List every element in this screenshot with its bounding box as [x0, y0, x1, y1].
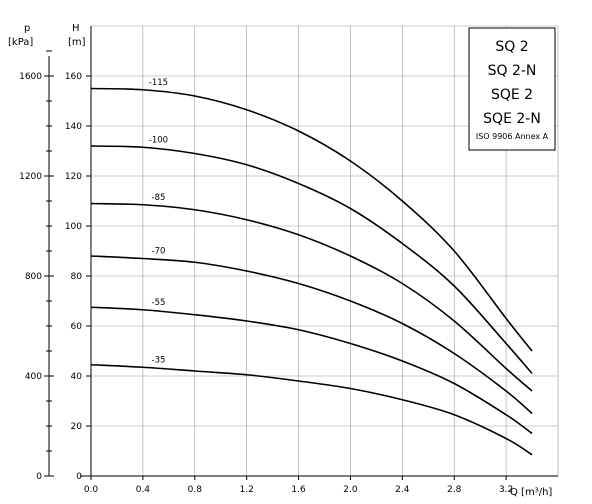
y-tick-label: 100	[65, 222, 82, 232]
legend-line-2: SQ 2-N	[488, 63, 537, 79]
y2-axis-title-line2: [kPa]	[8, 37, 33, 48]
y-tick-label: 0	[76, 472, 82, 482]
x-tick-label: 2.4	[395, 485, 410, 495]
series-label: -85	[152, 193, 166, 203]
legend-note: ISO 9906 Annex A	[476, 132, 549, 141]
x-tick-label: 0.0	[84, 485, 99, 495]
series-curve-minus70	[90, 255, 533, 415]
legend-box	[468, 27, 556, 151]
series-label: -55	[152, 298, 166, 308]
y2-tick-label: 1600	[19, 72, 42, 82]
series-label: -35	[152, 355, 166, 365]
y-tick-label: 60	[71, 322, 83, 332]
x-tick-label: 0.8	[188, 485, 203, 495]
x-tick-label: 0.4	[136, 485, 151, 495]
series-label: -70	[152, 247, 166, 257]
legend: SQ 2 SQ 2-N SQE 2 SQE 2-N ISO 9906 Annex…	[468, 27, 556, 151]
series-curves: -115 -100 -85 -70 -55 -35	[90, 78, 533, 456]
x-axis-title: Q [m³/h]	[510, 487, 552, 498]
y2-axis-title-line1: p	[24, 23, 30, 34]
x-tick-label: 3.2	[499, 485, 513, 495]
legend-line-1: SQ 2	[495, 39, 528, 55]
series-label: -100	[149, 135, 168, 145]
series-curve-minus85	[90, 202, 533, 392]
y-tick-label: 20	[71, 422, 83, 432]
y2-tick-label: 400	[25, 372, 42, 382]
y-tick-label: 120	[65, 172, 82, 182]
y-tick-label: 80	[71, 272, 83, 282]
y-tick-label: 160	[65, 72, 82, 82]
series-curve-minus100	[90, 145, 533, 375]
y2-tick-label: 1200	[19, 172, 42, 182]
y-tick-label: 140	[65, 122, 82, 132]
tick-labels: 0.0 0.4 0.8 1.2 1.6 2.0 2.4 2.8 3.2 0 20 40 60 80 100 1…	[19, 50, 513, 495]
x-tick-label: 2.0	[343, 485, 358, 495]
legend-line-3: SQE 2	[491, 87, 533, 103]
legend-line-4: SQE 2-N	[483, 111, 541, 127]
series-curve-minus55	[90, 306, 533, 435]
y2-tick-label: 800	[25, 272, 42, 282]
y-axis-title-line1: H	[72, 23, 80, 34]
x-tick-label: 1.2	[240, 485, 254, 495]
x-tick-label: 2.8	[447, 485, 462, 495]
series-curve-minus115	[90, 87, 533, 352]
series-curve-minus35	[90, 363, 533, 456]
series-label: -115	[149, 78, 168, 88]
y-axis-title-line2: [m]	[68, 37, 86, 48]
y2-tick-label: 0	[36, 472, 42, 482]
x-tick-label: 1.6	[291, 485, 306, 495]
y-tick-label: 40	[71, 372, 83, 382]
grid	[91, 25, 559, 476]
